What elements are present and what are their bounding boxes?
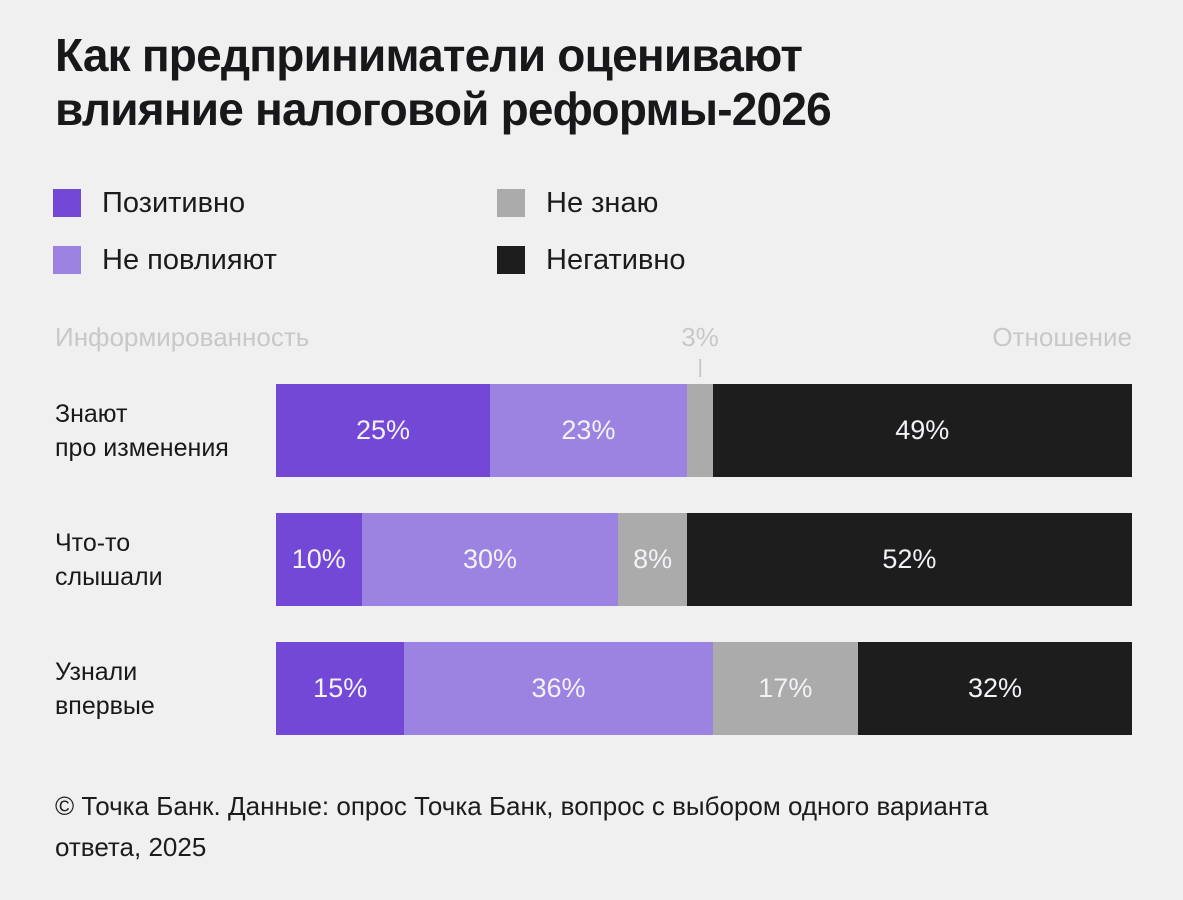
bar-segment-позитивно: 25% — [276, 384, 490, 477]
segment-value-label: 17% — [758, 673, 813, 703]
segment-value-label: 25% — [355, 415, 411, 445]
legend-swatch-icon — [53, 189, 81, 217]
segment-value-label: 15% — [313, 673, 368, 703]
row-bars: 10% 30% 8% 52% — [276, 513, 1132, 606]
bar-segment-негативно: 32% — [858, 642, 1132, 735]
axis-label-informedness: Информированность — [55, 322, 310, 352]
legend-item: Не знаю — [497, 186, 686, 219]
bar-segment-не-знаю — [686, 384, 713, 477]
chart-row: Что-то слышали 10% 30% 8% 52% — [55, 513, 1132, 606]
bar-segment-не-повлияют: 30% — [361, 513, 619, 606]
legend-item-label: Позитивно — [102, 186, 246, 219]
annotation-text: 3% — [681, 322, 719, 352]
source-note: © Точка Банк. Данные: опрос Точка Банк, … — [55, 791, 989, 862]
legend-item: Негативно — [497, 243, 686, 276]
bar-segment-негативно: 49% — [712, 384, 1132, 477]
row-category-label: Что-то слышали — [55, 528, 163, 591]
bar-segment-позитивно: 15% — [276, 642, 405, 735]
annotation-3-percent: 3% — [681, 322, 719, 377]
stacked-bar-chart: Знают про изменения 25% 23% 49% Что-то слыша… — [55, 384, 1132, 735]
row-bars: 25% 23% 49% — [276, 384, 1132, 477]
row-bars: 15% 36% 17% 32% — [276, 642, 1132, 735]
legend-swatch-icon — [497, 189, 525, 217]
segment-value-label: 10% — [291, 544, 346, 574]
legend-item-label: Не повлияют — [102, 243, 277, 276]
legend: Позитивно Не знаю Не повлияют Негативно — [53, 186, 686, 276]
page-title: Как предприниматели оценивают влияние на… — [55, 29, 832, 135]
legend-item: Не повлияют — [53, 243, 497, 276]
segment-value-label: 30% — [462, 544, 518, 574]
segment-value-label: 8% — [633, 544, 673, 574]
bar-segment-не-повлияют: 36% — [404, 642, 713, 735]
segment-value-label: 49% — [895, 415, 950, 445]
legend-item: Позитивно — [53, 186, 497, 219]
legend-item-label: Не знаю — [546, 186, 659, 219]
segment-value-label: 36% — [531, 673, 586, 703]
annotation-tick-icon — [698, 359, 701, 377]
chart-row: Узнали впервые 15% 36% 17% 32% — [55, 642, 1132, 735]
segment-value-label: 23% — [561, 415, 616, 445]
row-category-label: Узнали впервые — [55, 657, 155, 720]
bar-segment-не-знаю: 17% — [712, 642, 859, 735]
chart-row: Знают про изменения 25% 23% 49% — [55, 384, 1132, 477]
bar-segment-позитивно: 10% — [276, 513, 362, 606]
legend-swatch-icon — [53, 246, 81, 274]
row-category-label: Знают про изменения — [55, 399, 229, 462]
bar-segment-не-повлияют: 23% — [490, 384, 687, 477]
bar-segment-не-знаю: 8% — [618, 513, 687, 606]
axis-label-attitude: Отношение — [992, 322, 1132, 352]
legend-swatch-icon — [497, 246, 525, 274]
bar-segment-негативно: 52% — [686, 513, 1132, 606]
segment-value-label: 52% — [882, 544, 937, 574]
legend-item-label: Негативно — [546, 243, 686, 276]
segment-value-label: 32% — [967, 673, 1023, 703]
